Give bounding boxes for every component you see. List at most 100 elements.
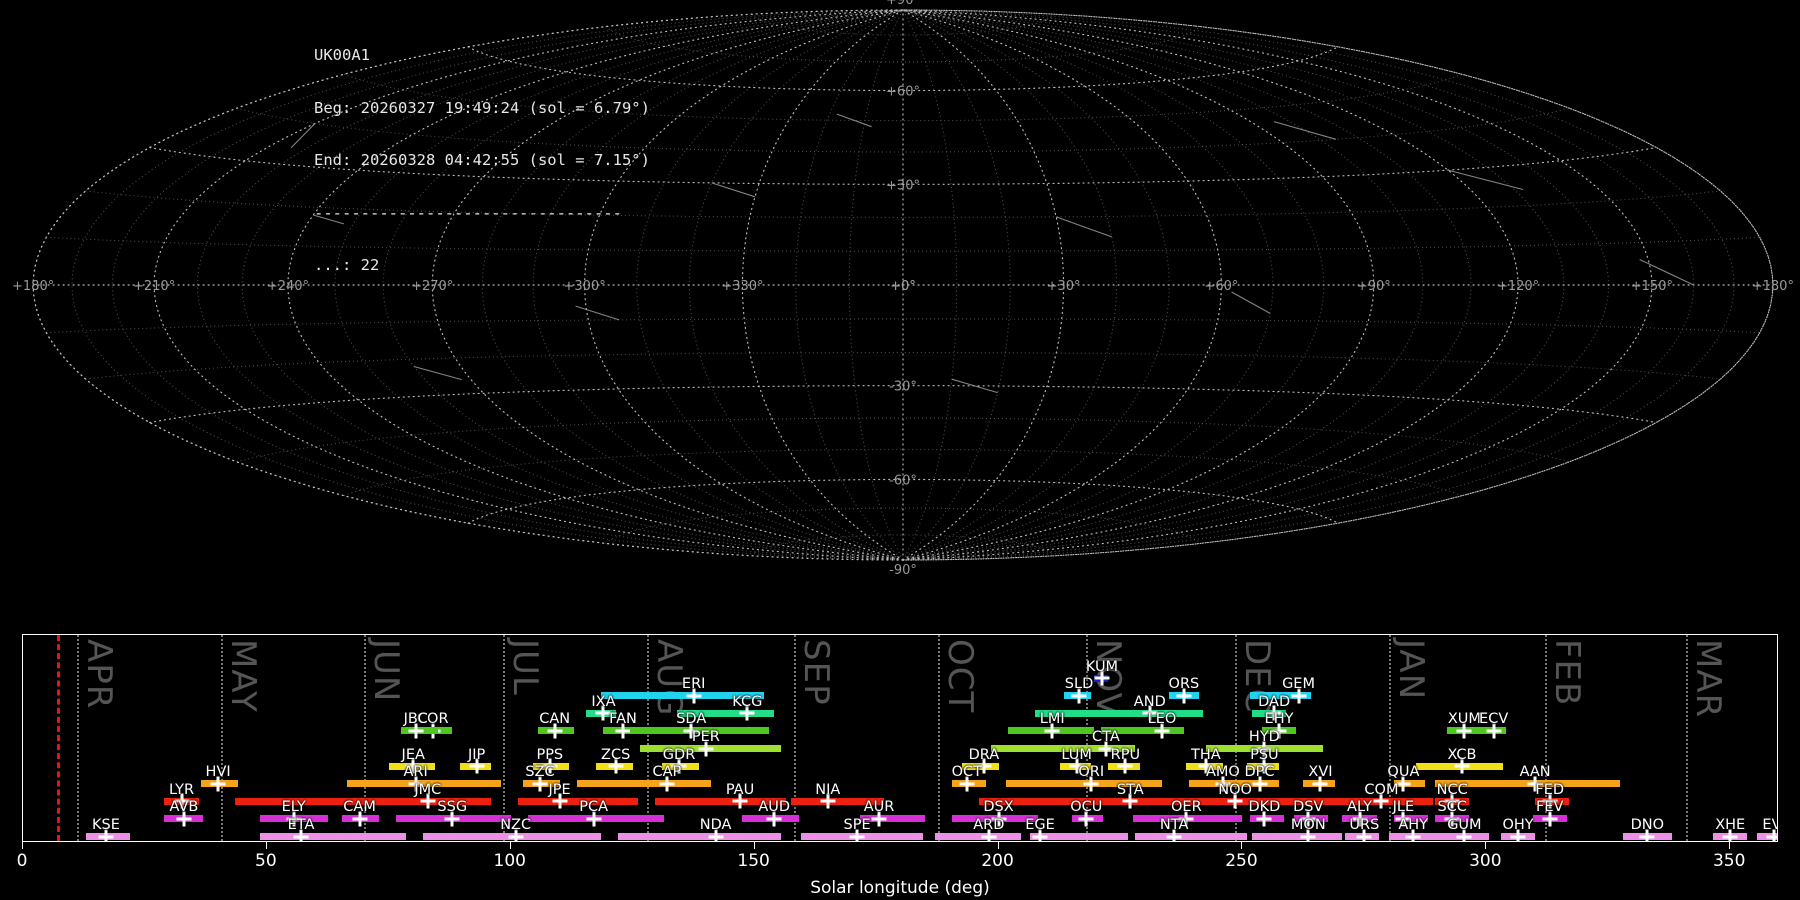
shower-bar-mon[interactable] [1252,833,1343,840]
shower-peak-marker-spe [849,829,865,841]
shower-peak-marker-xum [1456,723,1472,739]
shower-peak-marker-and [1142,705,1158,721]
latitude-label: +30° [886,178,920,193]
month-separator [76,635,79,841]
shower-timeline: APR MAY JUN JUL AUG SEP OCT NOV DEC JAN FEB MAR KUM S… [0,630,1800,900]
shower-peak-marker-jea [405,758,421,774]
shower-peak-marker-kcg [739,705,755,721]
x-axis-tick [265,842,267,849]
shower-peak-marker-kse [98,829,114,841]
x-axis-tick-label: 250 [1225,851,1258,871]
shower-peak-marker-evi [1766,829,1777,841]
shower-bar-cta[interactable] [991,745,1136,752]
timeline-plot-area[interactable]: APR MAY JUN JUL AUG SEP OCT NOV DEC JAN FEB MAR KUM S… [22,634,1778,842]
shower-label-xcb: XCB [1447,746,1477,763]
x-axis-title: Solar longitude (deg) [810,878,990,898]
shower-label-aan: AAN [1519,764,1551,781]
latitude-label: +90° [886,0,920,8]
shower-label-xhe: XHE [1715,817,1746,833]
shower-bar-ard[interactable] [935,833,1021,840]
shower-peak-marker-dra [976,758,992,774]
shower-bar-pau[interactable] [654,797,787,805]
shower-bar-nta[interactable] [1135,833,1248,840]
shower-peak-marker-ely [286,811,302,827]
shower-bar-cap[interactable] [576,780,711,788]
shower-bar-eri[interactable] [601,692,765,700]
shower-peak-marker-jle [1395,811,1411,827]
shower-peak-marker-scc [1444,811,1460,827]
shower-peak-marker-per [698,741,714,756]
shower-peak-marker-ege [1032,829,1048,841]
meteor-trails [290,113,1694,394]
shower-bar-nia[interactable] [791,797,884,805]
shower-label-pau: PAU [725,781,755,798]
shower-bar-and[interactable] [1035,709,1204,717]
shower-bar-nda[interactable] [618,833,782,840]
shower-bar-leo[interactable] [1100,727,1184,735]
shower-label-aud: AUD [758,799,791,816]
shower-label-ncc: NCC [1436,781,1468,798]
shower-peak-marker-hyd [1256,741,1272,756]
shower-bar-jmc[interactable] [235,797,492,805]
shower-label-ahy: AHY [1398,817,1428,833]
meteor-trail [1639,259,1694,286]
shower-peak-marker-ecv [1486,723,1502,739]
month-label-jun: JUN [366,639,407,703]
shower-bar-gem[interactable] [1249,692,1311,700]
shower-label-hyd: HYD [1248,729,1280,745]
shower-peak-marker-jbc [408,723,424,739]
shower-label-fan: FAN [609,711,637,728]
shower-label-pca: PCA [579,799,609,816]
latitude-label: -30° [889,380,917,395]
shower-peak-marker-mon [1300,829,1316,841]
month-separator [503,635,506,841]
shower-bar-aur[interactable] [859,815,926,823]
month-separator [647,635,650,841]
shower-bar-ari[interactable] [347,780,501,788]
shower-peak-marker-com [1373,793,1389,809]
shower-label-amo: AMO [1206,764,1240,781]
shower-label-ard: ARD [973,817,1005,833]
shower-peak-marker-aur [871,811,887,827]
shower-peak-marker-aud [766,811,782,827]
month-separator [1235,635,1238,841]
shower-peak-marker-jpe [552,793,568,809]
shower-bar-ege[interactable] [1030,833,1128,840]
shower-label-ssg: SSG [437,799,468,816]
shower-label-ixa: IXA [591,693,616,710]
shower-label-jip: JIP [467,746,486,763]
shower-label-can: CAN [539,711,571,728]
month-label-apr: APR [78,639,119,710]
shower-peak-marker-ahy [1405,829,1421,841]
shower-peak-marker-dsx [991,811,1007,827]
x-axis: Solar longitude (deg) 0 50 100 150 200 250 300… [17,842,1778,900]
shower-label-dsv: DSV [1293,799,1324,816]
shower-label-fed: FED [1535,781,1565,798]
shower-label-nta: NTA [1159,817,1189,833]
shower-bar-sda[interactable] [630,727,770,735]
meteor-trail [1447,169,1524,191]
shower-bar-jpe[interactable] [518,797,638,805]
shower-bar-eta[interactable] [259,833,406,840]
x-axis-tick [1485,842,1487,849]
month-label-jul: JUL [505,639,546,696]
shower-label-szc: SZC [525,764,555,781]
latitude-label: -60° [889,473,917,488]
shower-label-ocu: OCU [1070,799,1103,816]
shower-label-fev: FEV [1536,799,1564,816]
shower-label-spe: SPE [843,817,871,833]
shower-label-and: AND [1133,693,1166,710]
shower-peak-marker-ncc [1444,793,1460,809]
x-axis-tick-label: 50 [255,851,277,871]
shower-bar-kcg[interactable] [676,709,775,717]
shower-bar-noo[interactable] [1196,797,1340,805]
shower-peak-marker-dsv [1300,811,1316,827]
latitude-label: -90° [889,563,917,578]
shower-peak-marker-noo [1227,793,1243,809]
month-separator [793,635,796,841]
header-info: UK00A1 Beg: 20260327 19:49:24 (sol = 6.7… [314,12,650,310]
shower-bar-sta[interactable] [979,797,1197,805]
shower-label-lmi: LMI [1039,711,1065,728]
shower-label-qua: QUA [1387,764,1420,781]
